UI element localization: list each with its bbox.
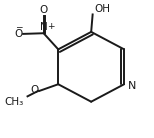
Text: O: O xyxy=(39,5,48,15)
Text: OH: OH xyxy=(94,4,110,14)
Text: N: N xyxy=(128,81,136,91)
Text: −: − xyxy=(15,22,22,31)
Text: O: O xyxy=(30,85,38,95)
Text: +: + xyxy=(47,22,55,31)
Text: CH₃: CH₃ xyxy=(5,97,24,107)
Text: N: N xyxy=(40,22,47,32)
Text: O: O xyxy=(15,29,23,39)
